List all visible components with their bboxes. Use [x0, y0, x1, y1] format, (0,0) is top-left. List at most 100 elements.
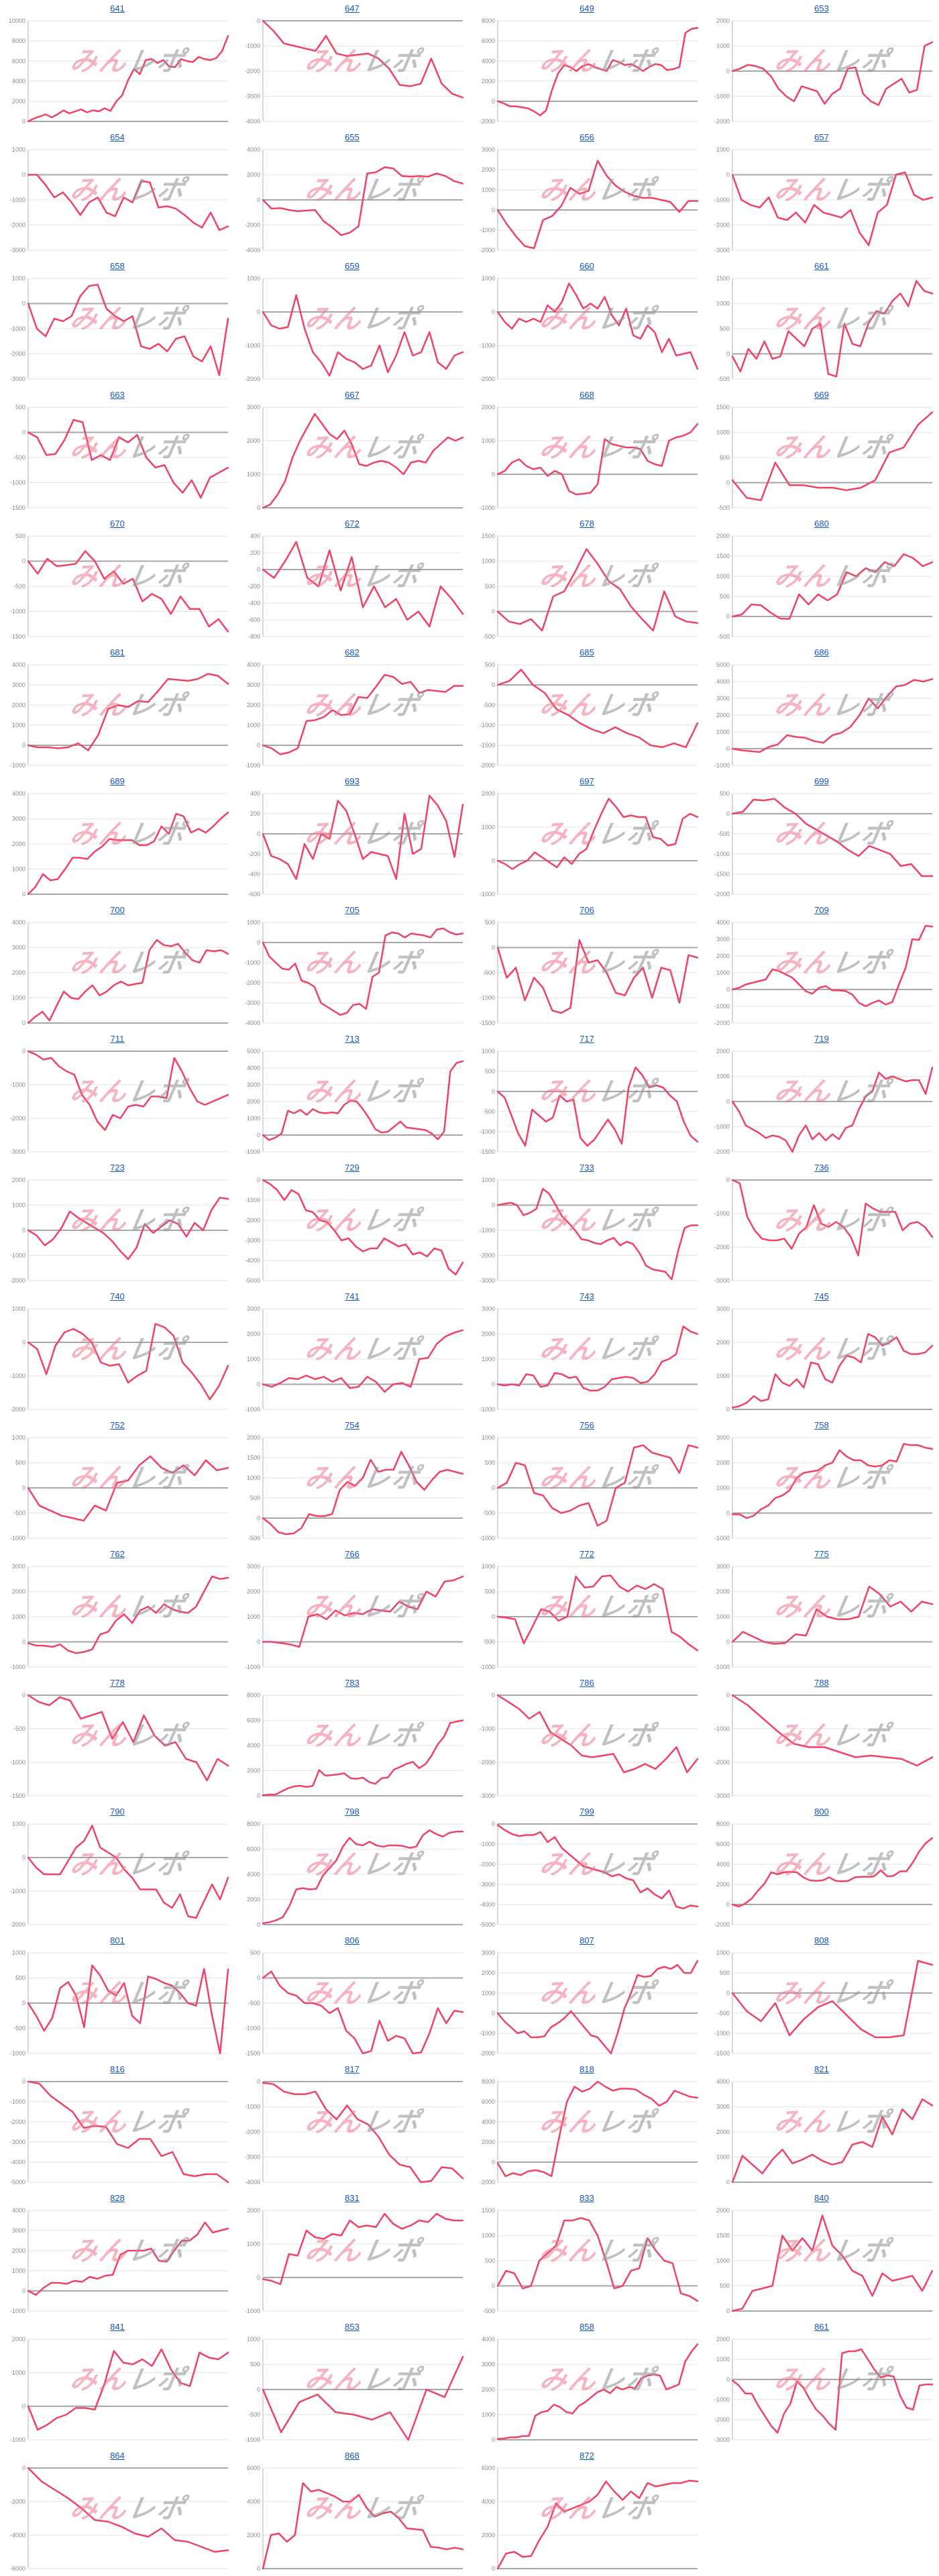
- y-tick-label: -1000: [245, 1406, 260, 1413]
- chart-link[interactable]: 670: [110, 519, 125, 529]
- chart-link[interactable]: 685: [579, 647, 594, 657]
- chart-link[interactable]: 754: [345, 1420, 360, 1430]
- chart-link[interactable]: 800: [814, 1807, 829, 1817]
- sparkline-chart: -1500 -1000 -500 0 500: [245, 1949, 464, 2057]
- y-tick-label: -1000: [245, 2436, 260, 2443]
- data-line: [731, 2348, 934, 2434]
- chart-link[interactable]: 697: [579, 776, 594, 786]
- chart-link[interactable]: 799: [579, 1807, 594, 1817]
- chart-link[interactable]: 667: [345, 390, 360, 400]
- y-tick-label: 500: [15, 404, 25, 411]
- data-line: [731, 1443, 934, 1519]
- chart-link[interactable]: 756: [579, 1420, 594, 1430]
- chart-link[interactable]: 657: [814, 132, 829, 142]
- chart-link[interactable]: 736: [814, 1163, 829, 1173]
- chart-link[interactable]: 786: [579, 1678, 594, 1688]
- chart-link[interactable]: 680: [814, 519, 829, 529]
- chart-link[interactable]: 766: [345, 1549, 360, 1559]
- chart-link[interactable]: 806: [345, 1935, 360, 1945]
- chart-link[interactable]: 864: [110, 2451, 125, 2461]
- chart-link[interactable]: 808: [814, 1935, 829, 1945]
- chart-link[interactable]: 713: [345, 1034, 360, 1044]
- chart-link[interactable]: 840: [814, 2193, 829, 2203]
- chart-link[interactable]: 858: [579, 2322, 594, 2332]
- chart-link[interactable]: 706: [579, 905, 594, 915]
- chart-link[interactable]: 700: [110, 905, 125, 915]
- chart-link[interactable]: 723: [110, 1163, 125, 1173]
- chart-link[interactable]: 778: [110, 1678, 125, 1688]
- chart-link[interactable]: 705: [345, 905, 360, 915]
- chart-link[interactable]: 816: [110, 2064, 125, 2074]
- chart-link[interactable]: 711: [110, 1034, 125, 1044]
- chart-link[interactable]: 833: [579, 2193, 594, 2203]
- chart-link[interactable]: 663: [110, 390, 125, 400]
- chart-link[interactable]: 661: [814, 261, 829, 271]
- y-tick-label: 2000: [12, 841, 25, 847]
- chart-link[interactable]: 733: [579, 1163, 594, 1173]
- chart-link[interactable]: 821: [814, 2064, 829, 2074]
- chart-cell: 736 -3000 -2000 -1000 0 みんレポ: [704, 1159, 939, 1288]
- chart-cell: 672 -800 -600 -400 -200 0 200 400 みんレポ: [235, 515, 470, 644]
- chart-link[interactable]: 668: [579, 390, 594, 400]
- chart-link[interactable]: 682: [345, 647, 360, 657]
- chart-link[interactable]: 660: [579, 261, 594, 271]
- chart-link[interactable]: 801: [110, 1935, 125, 1945]
- chart-link[interactable]: 758: [814, 1420, 829, 1430]
- chart-link[interactable]: 745: [814, 1291, 829, 1301]
- chart-link[interactable]: 740: [110, 1291, 125, 1301]
- sparkline-chart: -1000 0 1000 2000: [245, 2207, 464, 2314]
- chart-link[interactable]: 788: [814, 1678, 829, 1688]
- sparkline-chart: -4000 -3000 -2000 -1000 0 1000: [245, 919, 464, 1026]
- chart-link[interactable]: 719: [814, 1034, 829, 1044]
- chart-link[interactable]: 699: [814, 776, 829, 786]
- chart-link[interactable]: 762: [110, 1549, 125, 1559]
- chart-link[interactable]: 853: [345, 2322, 360, 2332]
- chart-link[interactable]: 798: [345, 1807, 360, 1817]
- chart-link[interactable]: 693: [345, 776, 360, 786]
- chart-link[interactable]: 741: [345, 1291, 360, 1301]
- chart-cell: 654 -3000 -2000 -1000 0 1000 みんレポ: [0, 129, 235, 258]
- chart-link[interactable]: 743: [579, 1291, 594, 1301]
- chart-link[interactable]: 649: [579, 3, 594, 13]
- chart-link[interactable]: 709: [814, 905, 829, 915]
- chart-link[interactable]: 672: [345, 519, 360, 529]
- chart-link[interactable]: 783: [345, 1678, 360, 1688]
- chart-link[interactable]: 678: [579, 519, 594, 529]
- chart-link[interactable]: 828: [110, 2193, 125, 2203]
- chart-link[interactable]: 686: [814, 647, 829, 657]
- sparkline-chart: -4000 -3000 -2000 -1000 0: [245, 2078, 464, 2186]
- chart-link[interactable]: 861: [814, 2322, 829, 2332]
- chart-link[interactable]: 872: [579, 2451, 594, 2461]
- chart-link[interactable]: 659: [345, 261, 360, 271]
- chart-link[interactable]: 653: [814, 3, 829, 13]
- chart-link[interactable]: 654: [110, 132, 125, 142]
- chart-cell: 790 -2000 -1000 0 1000 みんレポ: [0, 1803, 235, 1932]
- y-tick-label: 0: [22, 118, 25, 125]
- chart-link[interactable]: 818: [579, 2064, 594, 2074]
- chart-link[interactable]: 729: [345, 1163, 360, 1173]
- chart-link[interactable]: 658: [110, 261, 125, 271]
- chart-link[interactable]: 841: [110, 2322, 125, 2332]
- chart-link[interactable]: 772: [579, 1549, 594, 1559]
- chart-link[interactable]: 790: [110, 1807, 125, 1817]
- y-tick-label: -1000: [480, 995, 495, 1002]
- chart-link[interactable]: 689: [110, 776, 125, 786]
- chart-link[interactable]: 655: [345, 132, 360, 142]
- chart-link[interactable]: 669: [814, 390, 829, 400]
- chart-link[interactable]: 752: [110, 1420, 125, 1430]
- chart-link[interactable]: 775: [814, 1549, 829, 1559]
- data-line: [27, 1050, 229, 1131]
- chart-link[interactable]: 868: [345, 2451, 360, 2461]
- chart-link[interactable]: 641: [110, 3, 125, 13]
- chart-link[interactable]: 681: [110, 647, 125, 657]
- chart-link[interactable]: 717: [579, 1034, 594, 1044]
- chart-cell: 752 -1000 -500 0 500 1000 みんレポ: [0, 1417, 235, 1546]
- y-tick-label: -1000: [245, 2308, 260, 2314]
- chart-link[interactable]: 817: [345, 2064, 360, 2074]
- chart-link[interactable]: 807: [579, 1935, 594, 1945]
- y-tick-label: 1000: [716, 146, 730, 153]
- chart-link[interactable]: 831: [345, 2193, 360, 2203]
- y-tick-label: -1000: [480, 1406, 495, 1413]
- chart-link[interactable]: 647: [345, 3, 360, 13]
- chart-link[interactable]: 656: [579, 132, 594, 142]
